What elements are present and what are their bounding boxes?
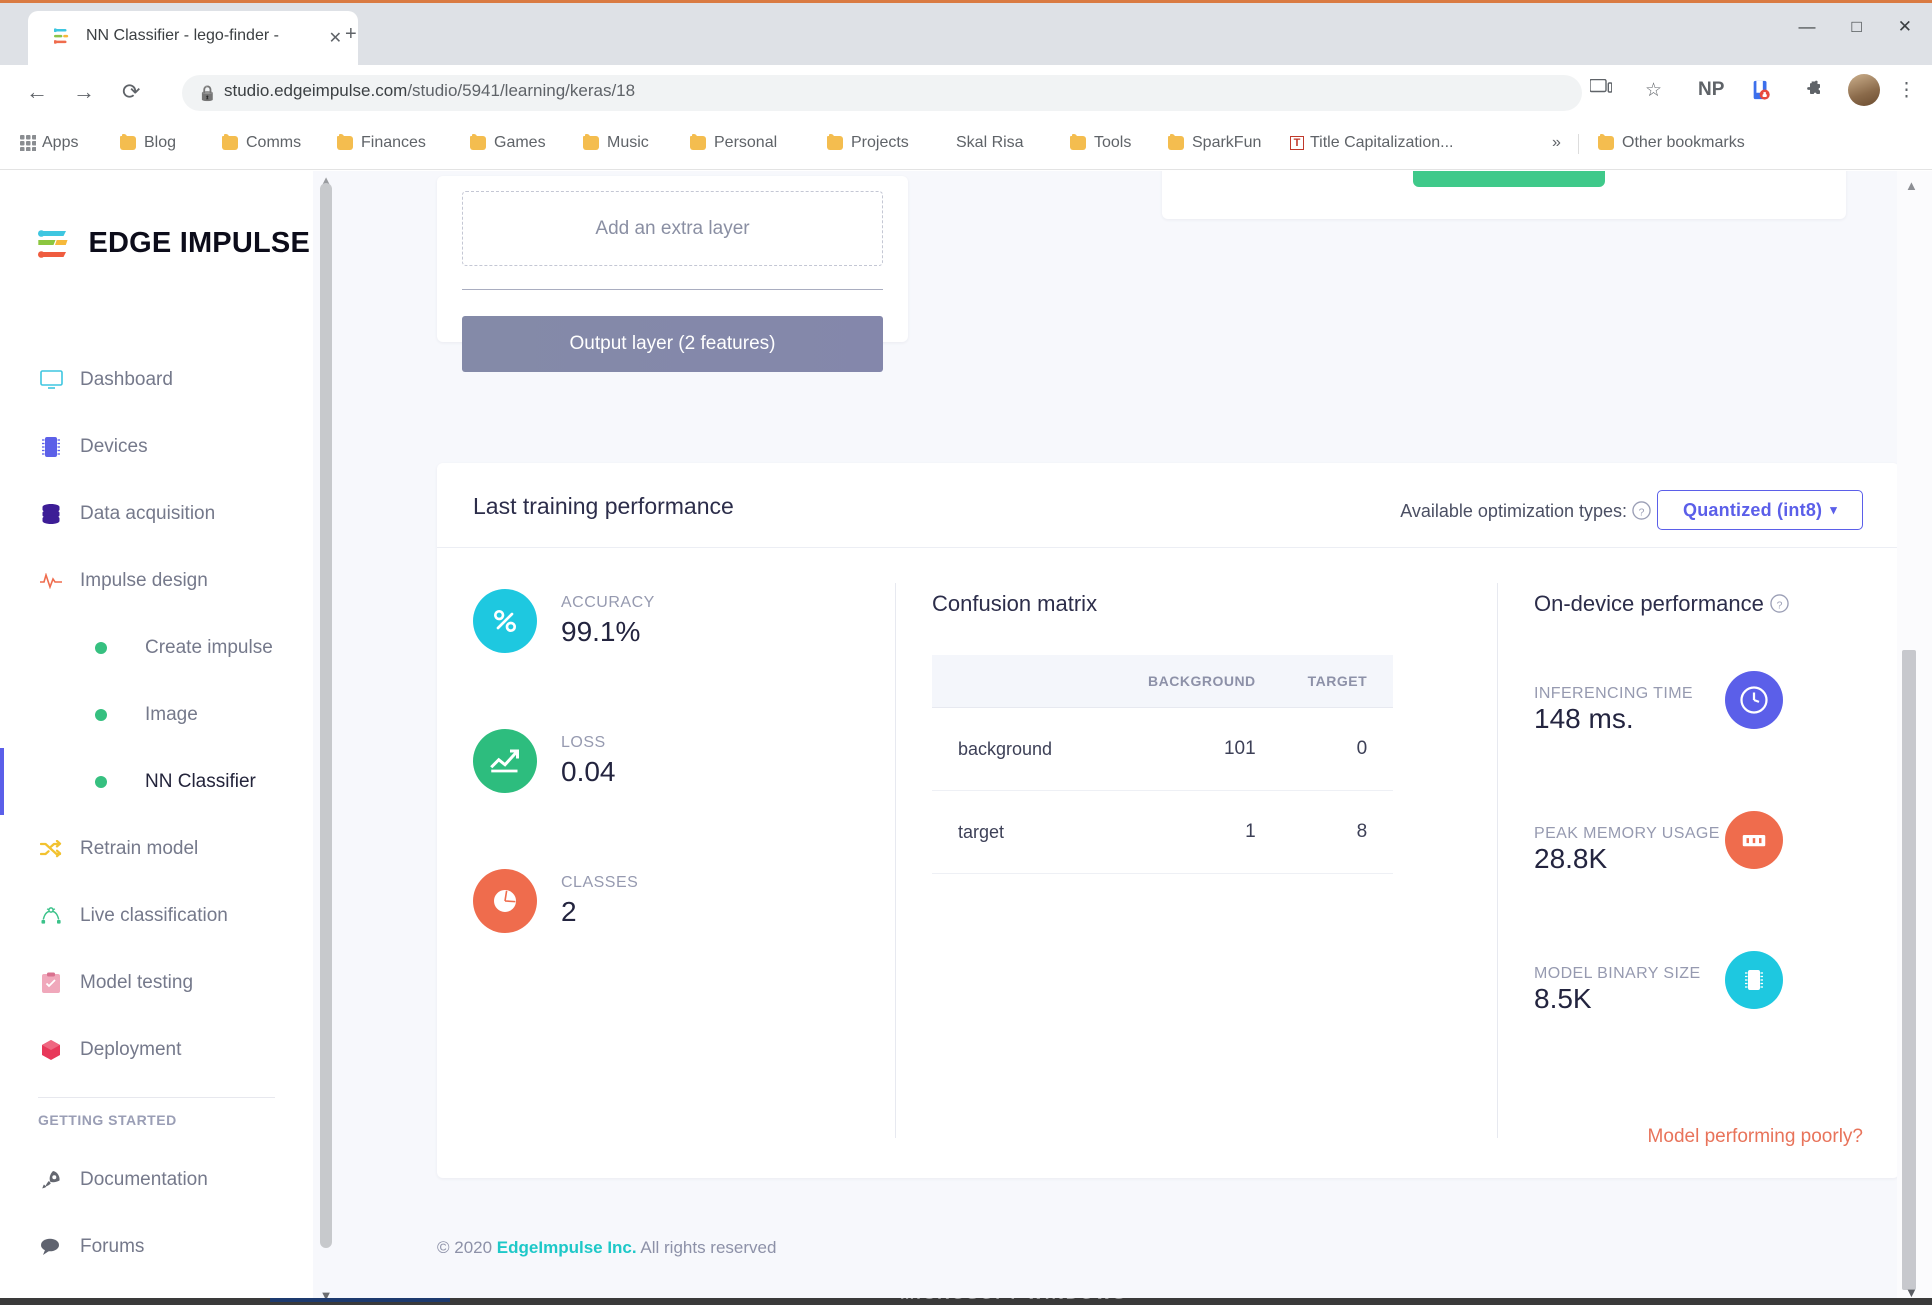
svg-text:?: ? bbox=[1777, 600, 1783, 611]
svg-text:?: ? bbox=[1639, 507, 1645, 518]
